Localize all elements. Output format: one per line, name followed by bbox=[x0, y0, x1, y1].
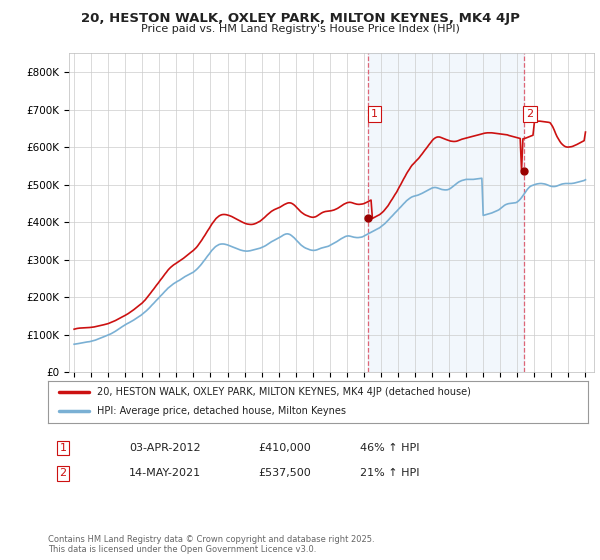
Text: £537,500: £537,500 bbox=[258, 468, 311, 478]
Bar bbox=[368, 53, 524, 372]
Text: 20, HESTON WALK, OXLEY PARK, MILTON KEYNES, MK4 4JP (detached house): 20, HESTON WALK, OXLEY PARK, MILTON KEYN… bbox=[97, 387, 470, 397]
Text: £410,000: £410,000 bbox=[258, 443, 311, 453]
Text: 20, HESTON WALK, OXLEY PARK, MILTON KEYNES, MK4 4JP: 20, HESTON WALK, OXLEY PARK, MILTON KEYN… bbox=[80, 12, 520, 25]
Text: 2: 2 bbox=[59, 468, 67, 478]
Text: 1: 1 bbox=[371, 109, 378, 119]
Text: 2: 2 bbox=[526, 109, 533, 119]
Text: Contains HM Land Registry data © Crown copyright and database right 2025.
This d: Contains HM Land Registry data © Crown c… bbox=[48, 535, 374, 554]
Text: HPI: Average price, detached house, Milton Keynes: HPI: Average price, detached house, Milt… bbox=[97, 407, 346, 417]
Text: 14-MAY-2021: 14-MAY-2021 bbox=[129, 468, 201, 478]
Text: 46% ↑ HPI: 46% ↑ HPI bbox=[360, 443, 419, 453]
Text: 21% ↑ HPI: 21% ↑ HPI bbox=[360, 468, 419, 478]
Text: 1: 1 bbox=[59, 443, 67, 453]
Text: 03-APR-2012: 03-APR-2012 bbox=[129, 443, 200, 453]
Text: Price paid vs. HM Land Registry's House Price Index (HPI): Price paid vs. HM Land Registry's House … bbox=[140, 24, 460, 34]
